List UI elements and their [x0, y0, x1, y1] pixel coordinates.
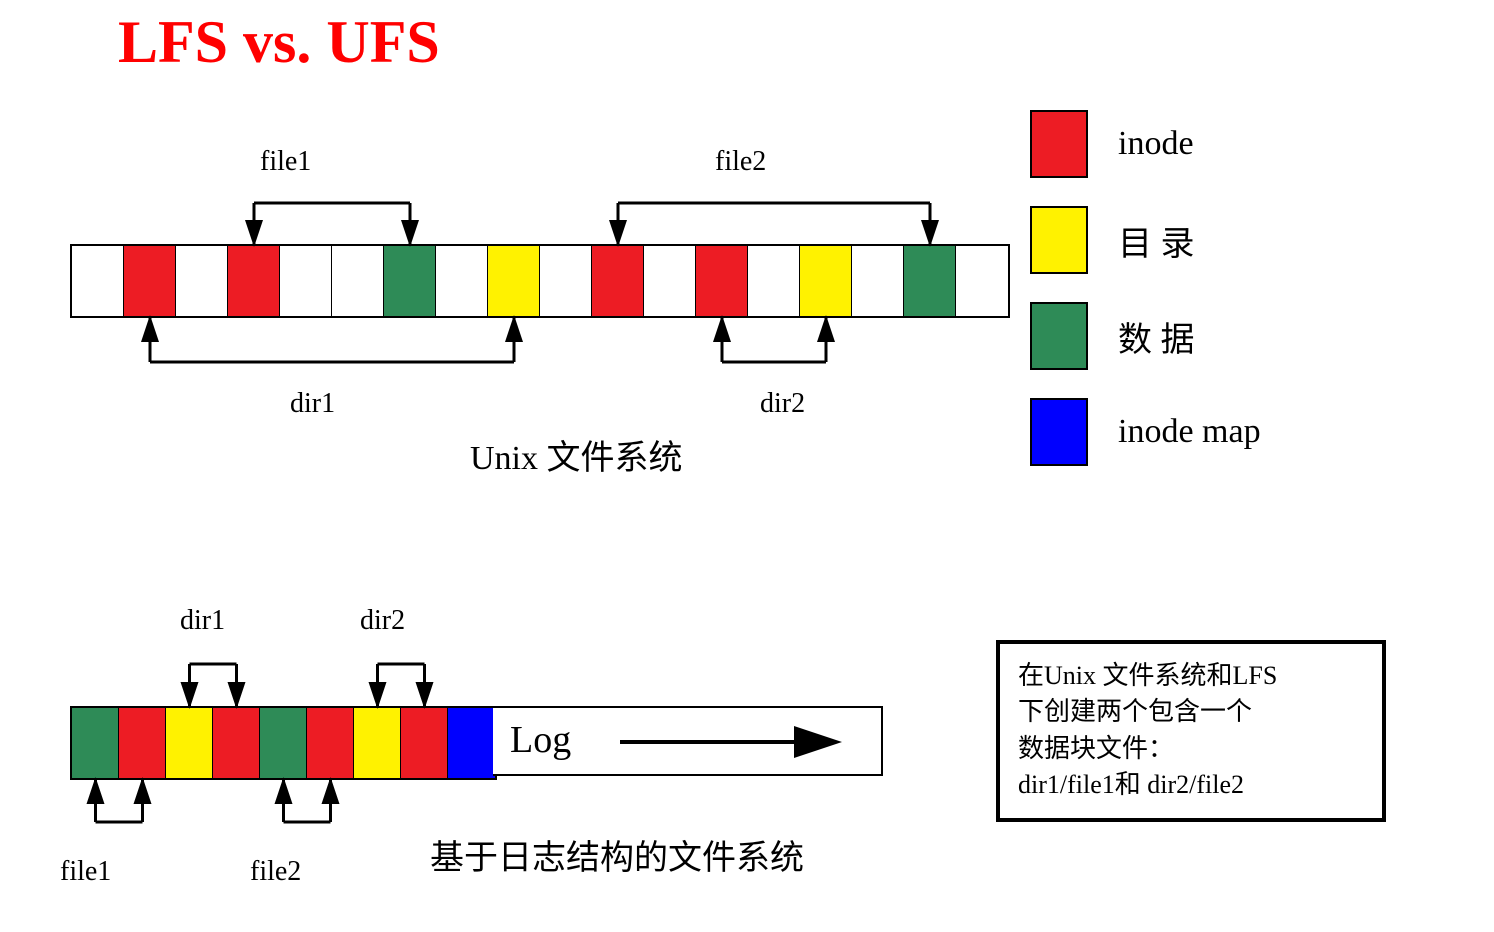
note-line: 数据块文件：	[1018, 731, 1364, 767]
block-inode	[401, 708, 448, 778]
connector-label: file2	[250, 856, 301, 888]
block-empty	[748, 246, 800, 316]
legend-item: 数 据	[1030, 302, 1261, 370]
block-inode	[119, 708, 166, 778]
legend-label: 目 录	[1118, 216, 1195, 265]
block-data	[72, 708, 119, 778]
legend-swatch	[1030, 110, 1088, 178]
block-data	[904, 246, 956, 316]
legend-swatch	[1030, 302, 1088, 370]
block-inode	[213, 708, 260, 778]
block-empty	[280, 246, 332, 316]
note-box: 在Unix 文件系统和LFS下创建两个包含一个数据块文件：dir1/file1和…	[996, 640, 1386, 822]
block-inode	[228, 246, 280, 316]
connector-label: dir1	[290, 388, 335, 420]
connector-label: dir1	[180, 605, 225, 637]
block-dir	[488, 246, 540, 316]
block-dir	[166, 708, 213, 778]
block-empty	[176, 246, 228, 316]
block-row	[70, 706, 497, 780]
block-dir	[354, 708, 401, 778]
block-inode	[307, 708, 354, 778]
connector-label: dir2	[760, 388, 805, 420]
block-empty	[852, 246, 904, 316]
connector-label: file1	[60, 856, 111, 888]
block-dir	[800, 246, 852, 316]
ufs-caption: Unix 文件系统	[470, 430, 683, 479]
block-empty	[644, 246, 696, 316]
note-line: dir1/file1和 dir2/file2	[1018, 767, 1364, 803]
legend-item: inode map	[1030, 398, 1261, 466]
block-empty	[72, 246, 124, 316]
connector-label: file2	[715, 146, 766, 178]
lfs-caption: 基于日志结构的文件系统	[430, 830, 804, 879]
connector-label: file1	[260, 146, 311, 178]
page-title: LFS vs. UFS	[118, 8, 440, 77]
connector-label: dir2	[360, 605, 405, 637]
log-label: Log	[510, 718, 571, 762]
note-line: 下创建两个包含一个	[1018, 694, 1364, 730]
legend-label: inode	[1118, 125, 1194, 163]
block-empty	[956, 246, 1008, 316]
legend-item: inode	[1030, 110, 1261, 178]
block-inodemap	[448, 708, 495, 778]
block-empty	[540, 246, 592, 316]
legend-swatch	[1030, 398, 1088, 466]
legend-label: 数 据	[1118, 312, 1195, 361]
legend-item: 目 录	[1030, 206, 1261, 274]
block-data	[260, 708, 307, 778]
block-inode	[592, 246, 644, 316]
block-empty	[436, 246, 488, 316]
legend-label: inode map	[1118, 413, 1261, 451]
note-line: 在Unix 文件系统和LFS	[1018, 658, 1364, 694]
block-row	[70, 244, 1010, 318]
legend: inode 目 录数 据 inode map	[1030, 110, 1261, 494]
block-inode	[124, 246, 176, 316]
block-data	[384, 246, 436, 316]
legend-swatch	[1030, 206, 1088, 274]
block-inode	[696, 246, 748, 316]
block-empty	[332, 246, 384, 316]
